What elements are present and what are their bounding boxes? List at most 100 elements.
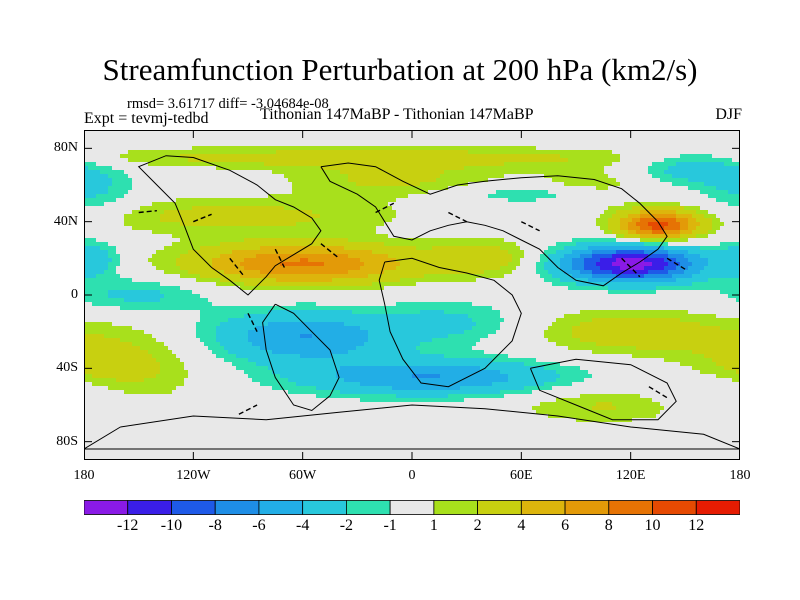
field-cell — [132, 138, 137, 143]
field-cell — [112, 154, 117, 159]
field-cell — [504, 206, 509, 211]
field-cell — [284, 222, 289, 227]
field-cell — [200, 230, 205, 235]
field-cell — [720, 238, 725, 243]
field-cell — [172, 226, 177, 231]
field-cell — [124, 230, 129, 235]
field-cell — [396, 150, 401, 155]
field-cell — [696, 214, 701, 219]
field-cell — [500, 162, 505, 167]
field-cell — [488, 230, 493, 235]
field-cell — [620, 226, 625, 231]
field-cell — [636, 170, 641, 175]
field-cell — [716, 182, 721, 187]
field-cell — [188, 154, 193, 159]
field-cell — [132, 182, 137, 187]
field-cell — [468, 198, 473, 203]
field-cell — [256, 182, 261, 187]
field-cell — [212, 154, 217, 159]
field-cell — [220, 134, 225, 139]
field-cell — [112, 182, 117, 187]
field-cell — [500, 190, 505, 195]
field-cell — [652, 194, 657, 199]
field-cell — [688, 178, 693, 183]
field-cell — [268, 238, 273, 243]
field-cell — [652, 130, 657, 135]
field-cell — [536, 138, 541, 143]
field-cell — [404, 166, 409, 171]
field-cell — [336, 242, 341, 247]
field-cell — [700, 246, 705, 251]
field-cell — [192, 190, 197, 195]
field-cell — [396, 230, 401, 235]
field-cell — [540, 162, 545, 167]
field-cell — [220, 218, 225, 223]
field-cell — [292, 130, 297, 135]
field-cell — [172, 130, 177, 135]
field-cell — [312, 170, 317, 175]
field-cell — [608, 222, 613, 227]
field-cell — [656, 170, 661, 175]
field-cell — [204, 222, 209, 227]
field-cell — [104, 198, 109, 203]
field-cell — [572, 134, 577, 139]
field-cell — [424, 186, 429, 191]
field-cell — [604, 150, 609, 155]
field-cell — [236, 166, 241, 171]
field-cell — [104, 250, 109, 255]
field-cell — [624, 234, 629, 239]
field-cell — [308, 234, 313, 239]
field-cell — [180, 202, 185, 207]
field-cell — [584, 182, 589, 187]
field-cell — [104, 234, 109, 239]
field-cell — [144, 170, 149, 175]
field-cell — [104, 138, 109, 143]
field-cell — [456, 202, 461, 207]
field-cell — [244, 186, 249, 191]
field-cell — [440, 138, 445, 143]
field-cell — [656, 234, 661, 239]
field-cell — [164, 210, 169, 215]
field-cell — [356, 198, 361, 203]
field-cell — [436, 134, 441, 139]
field-cell — [176, 202, 181, 207]
field-cell — [392, 170, 397, 175]
field-cell — [708, 218, 713, 223]
field-cell — [428, 230, 433, 235]
field-cell — [408, 198, 413, 203]
field-cell — [428, 238, 433, 243]
field-cell — [368, 206, 373, 211]
field-cell — [724, 134, 729, 139]
field-cell — [428, 174, 433, 179]
field-cell — [172, 158, 177, 163]
field-cell — [108, 130, 113, 135]
field-cell — [152, 154, 157, 159]
field-cell — [136, 178, 141, 183]
field-cell — [728, 162, 733, 167]
field-cell — [244, 158, 249, 163]
field-cell — [700, 138, 705, 143]
field-cell — [160, 170, 165, 175]
field-cell — [612, 230, 617, 235]
field-cell — [296, 182, 301, 187]
field-cell — [508, 166, 513, 171]
field-cell — [640, 194, 645, 199]
field-cell — [132, 218, 137, 223]
field-cell — [384, 230, 389, 235]
field-cell — [192, 166, 197, 171]
field-cell — [252, 214, 257, 219]
field-cell — [268, 234, 273, 239]
field-cell — [272, 250, 277, 255]
field-cell — [92, 158, 97, 163]
field-cell — [420, 138, 425, 143]
field-cell — [736, 246, 740, 251]
field-cell — [408, 194, 413, 199]
field-cell — [272, 178, 277, 183]
field-cell — [272, 206, 277, 211]
field-cell — [524, 206, 529, 211]
field-cell — [180, 198, 185, 203]
field-cell — [84, 234, 89, 239]
field-cell — [684, 162, 689, 167]
field-cell — [616, 246, 621, 251]
field-cell — [436, 242, 441, 247]
